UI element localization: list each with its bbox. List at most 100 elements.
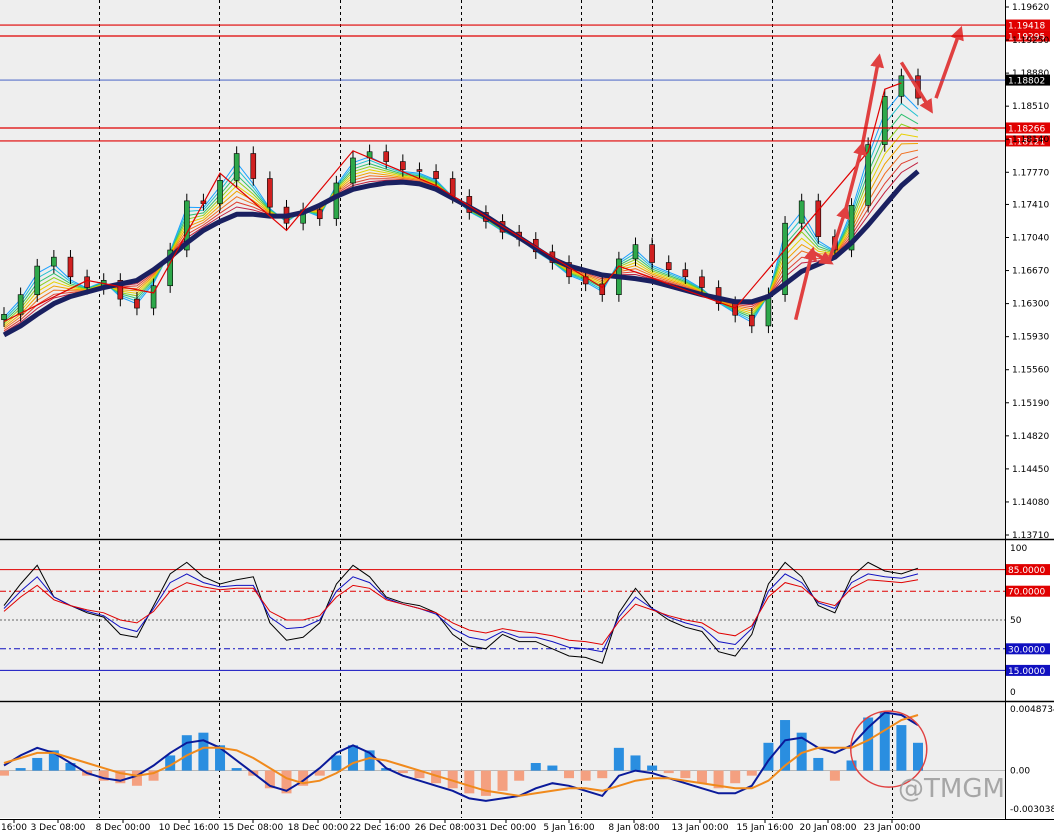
- candle-body: [17, 294, 24, 315]
- candle: [749, 308, 755, 334]
- oscillator-level-badge: [1006, 664, 1050, 676]
- candle-body: [1, 314, 7, 320]
- candle-body: [117, 280, 124, 300]
- histogram-bar: [713, 770, 724, 789]
- candle: [416, 162, 423, 179]
- candle-body: [184, 200, 190, 251]
- histogram-bar: [730, 770, 741, 784]
- histogram-bar: [780, 720, 791, 771]
- time-tick-label: 13 Jan 00:00: [672, 823, 729, 833]
- candle: [632, 237, 639, 267]
- candle-body: [649, 244, 655, 263]
- histogram-bar: [464, 770, 475, 794]
- histogram-tick-label: -0.0030386: [1010, 805, 1054, 815]
- candle-body: [267, 178, 273, 208]
- histogram-bar: [796, 732, 807, 771]
- candle: [117, 273, 124, 307]
- price-tick-label: 1.18140: [1012, 135, 1049, 145]
- price-tick-label: 1.17040: [1012, 233, 1049, 243]
- panel-background-2: [0, 541, 1005, 700]
- histogram-bar: [364, 750, 375, 771]
- candle: [134, 291, 140, 316]
- price-tick-label: 1.19250: [1012, 36, 1049, 46]
- histogram-bar: [264, 770, 275, 789]
- time-tick-label: 15 Dec 08:00: [223, 823, 284, 833]
- candle-body: [665, 262, 672, 270]
- candle: [17, 287, 24, 322]
- histogram-bar: [647, 765, 658, 771]
- time-tick-label: 31 Dec 00:00: [476, 823, 537, 833]
- candle: [250, 146, 257, 186]
- histogram-bar: [763, 742, 774, 771]
- price-tick-label: 1.17410: [1012, 200, 1049, 210]
- price-level-badge: [1006, 122, 1050, 134]
- price-tick-label: 1.15560: [1012, 366, 1049, 376]
- candle: [782, 216, 788, 302]
- histogram-bar: [680, 770, 691, 779]
- histogram-bar: [746, 770, 757, 776]
- histogram-bar: [613, 747, 624, 771]
- time-tick-label: 5 Jan 16:00: [543, 823, 595, 833]
- candle: [400, 154, 406, 177]
- candle-body: [416, 169, 423, 172]
- candle-body: [865, 144, 871, 206]
- time-tick-label: 26 Dec 08:00: [415, 823, 476, 833]
- forecast-arrow: [843, 140, 867, 211]
- oscillator-tick-label: 50: [1010, 616, 1022, 626]
- price-tick-label: 1.15190: [1012, 399, 1049, 409]
- price-tick-label: 1.15930: [1012, 333, 1049, 343]
- histogram-bar: [431, 770, 442, 784]
- histogram-bar: [397, 770, 408, 774]
- time-tick-label: 8 Jan 08:00: [608, 823, 660, 833]
- candle: [798, 193, 805, 231]
- histogram-bar: [879, 712, 890, 771]
- histogram-bar: [913, 742, 923, 771]
- oscillator-tick-label: 0: [1010, 688, 1016, 698]
- candle-body: [449, 178, 456, 197]
- histogram-bar: [630, 755, 641, 771]
- time-tick-label: 3 Dec 08:00: [31, 823, 86, 833]
- candle-body: [51, 256, 57, 267]
- candle: [649, 237, 655, 270]
- oscillator-line-3: [3, 579, 919, 646]
- histogram-bar: [215, 745, 226, 771]
- candle-body: [815, 200, 822, 237]
- histogram-bar: [480, 770, 491, 796]
- histogram-bar: [896, 725, 907, 771]
- histogram-signal-line-1: [3, 711, 919, 802]
- forecast-arrow: [793, 246, 818, 321]
- histogram-bar: [98, 770, 109, 781]
- forecast-arrow: [827, 204, 850, 263]
- candle-body: [566, 262, 572, 278]
- price-tick-label: 1.19620: [1012, 3, 1049, 13]
- histogram-bar: [298, 770, 309, 786]
- histogram-bar: [829, 770, 840, 781]
- oscillator-level-badge: [1006, 643, 1050, 655]
- candle-body: [632, 244, 639, 260]
- oscillator-tick-label: 100: [1010, 544, 1027, 554]
- zigzag-line: [3, 82, 902, 323]
- histogram-bar: [15, 768, 26, 771]
- candle-body: [134, 298, 140, 309]
- candle-body: [250, 153, 257, 179]
- time-tick-label: 22 Dec 16:00: [350, 823, 411, 833]
- forecast-arrow-up: [934, 25, 964, 99]
- candle-body: [599, 283, 606, 295]
- price-tick-label: 1.14080: [1012, 498, 1049, 508]
- time-tick-label: 15 Jan 16:00: [737, 823, 794, 833]
- candle-body: [433, 171, 439, 179]
- time-tick-label: 20 Jan 08:00: [800, 823, 857, 833]
- candle: [865, 137, 871, 213]
- histogram-bar: [580, 770, 591, 781]
- price-tick-label: 1.17770: [1012, 168, 1049, 178]
- histogram-bar: [281, 770, 292, 794]
- price-level-label: 1.19295: [1008, 33, 1045, 43]
- candle: [599, 276, 606, 302]
- histogram-bar: [514, 770, 525, 781]
- histogram-bar: [414, 770, 425, 779]
- histogram-tick-label: 0.0048734: [1010, 705, 1054, 715]
- candle-body: [699, 276, 705, 288]
- candle: [881, 89, 888, 152]
